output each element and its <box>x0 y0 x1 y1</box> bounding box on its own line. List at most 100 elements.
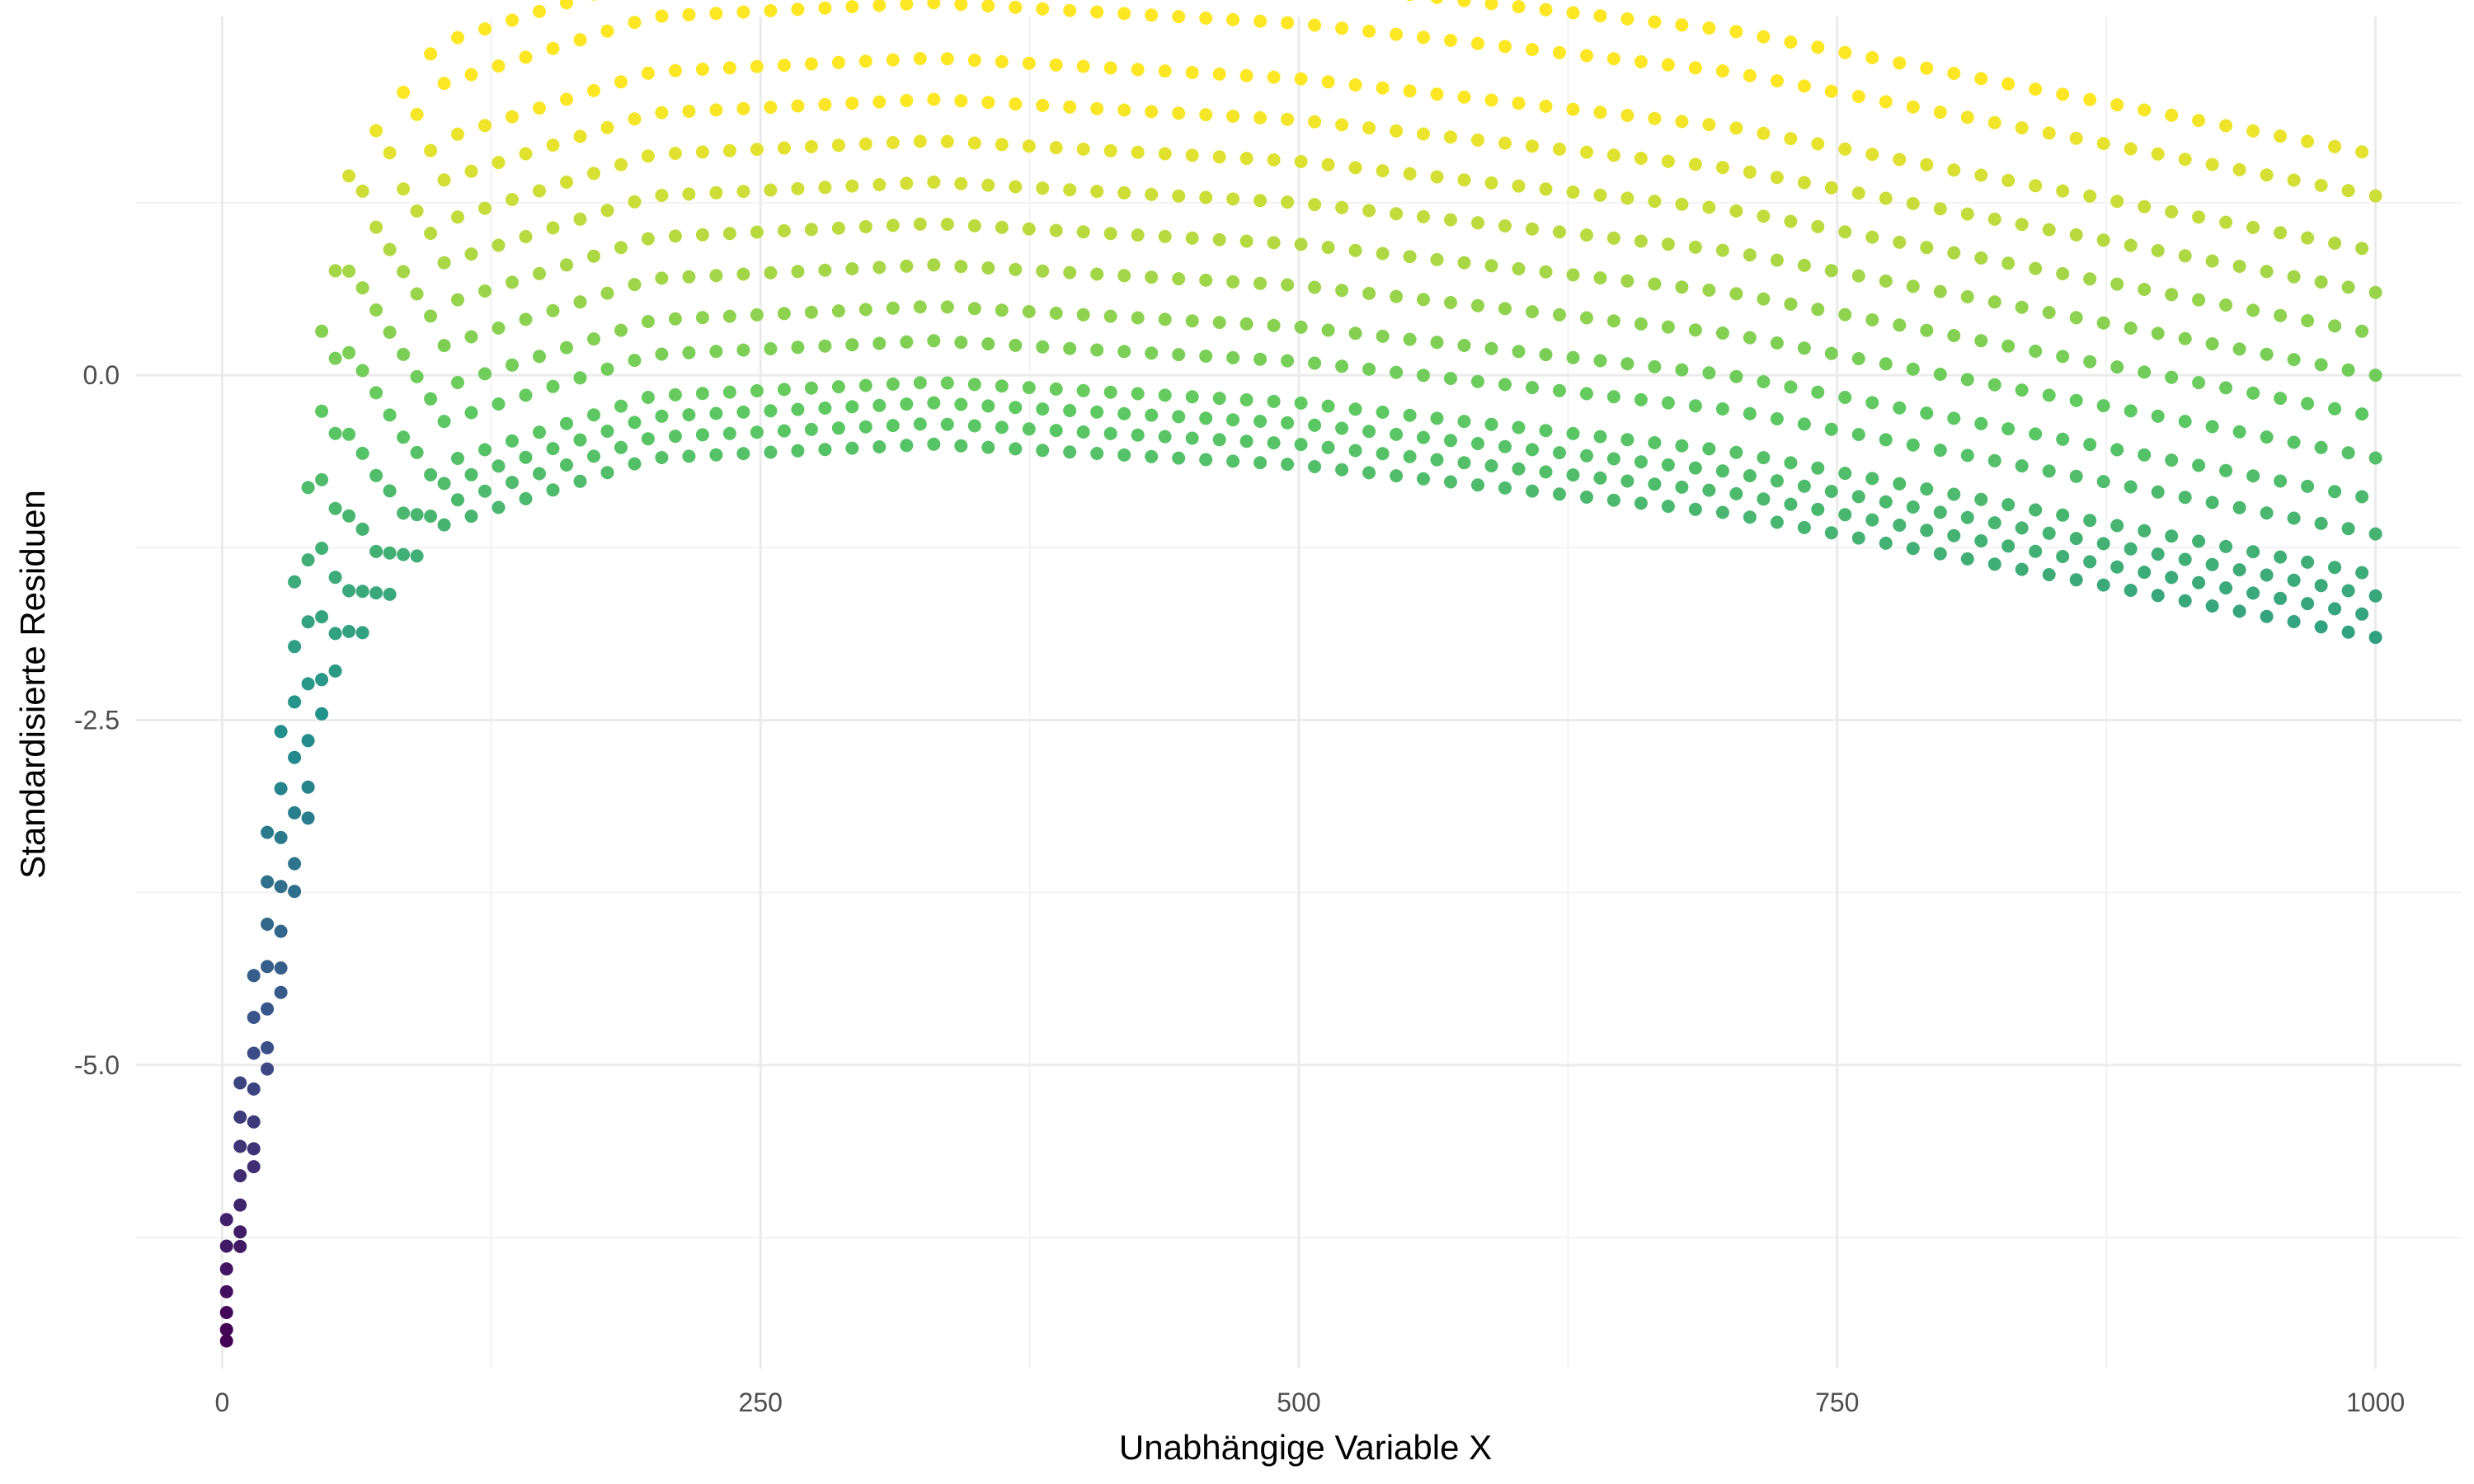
data-point <box>777 223 791 237</box>
data-point <box>1920 241 1934 255</box>
data-point <box>301 481 315 495</box>
data-point <box>1457 415 1471 429</box>
data-point <box>1431 0 1443 4</box>
data-point <box>1362 425 1376 439</box>
data-point <box>845 262 859 275</box>
data-point <box>288 750 302 764</box>
data-point <box>764 445 778 459</box>
data-point <box>1444 296 1457 309</box>
data-point <box>995 138 1009 152</box>
data-point <box>478 201 492 215</box>
data-point <box>1145 346 1159 360</box>
data-point <box>1606 231 1620 245</box>
data-point <box>2355 324 2369 338</box>
data-point <box>1335 21 1349 35</box>
data-point <box>1606 390 1620 404</box>
data-point <box>383 242 397 256</box>
data-point <box>1444 213 1457 227</box>
data-point <box>464 467 478 481</box>
data-point <box>1362 204 1376 218</box>
data-point <box>2015 562 2029 576</box>
data-point <box>2056 550 2070 563</box>
data-point <box>668 430 682 444</box>
data-point <box>506 358 519 372</box>
data-point <box>519 230 533 243</box>
data-point <box>1172 106 1186 120</box>
data-point <box>1974 251 1988 265</box>
data-point <box>1987 378 2001 392</box>
data-point <box>1172 272 1186 286</box>
data-point <box>2192 114 2206 128</box>
data-point <box>1308 356 1322 370</box>
data-point <box>831 380 845 394</box>
x-tick-label: 0 <box>215 1388 230 1417</box>
data-point <box>1715 64 1729 77</box>
data-point <box>1103 227 1117 241</box>
data-point <box>2042 223 2056 237</box>
data-point <box>1376 164 1390 178</box>
data-point <box>1893 519 1907 532</box>
data-point <box>2287 615 2301 628</box>
data-point <box>2368 451 2382 465</box>
data-point <box>764 404 778 418</box>
data-point <box>2246 124 2260 138</box>
data-point <box>2056 184 2070 198</box>
data-point <box>2314 275 2328 289</box>
data-point <box>519 50 533 64</box>
data-point <box>2260 506 2274 520</box>
data-point <box>858 220 872 233</box>
data-point <box>1158 388 1172 402</box>
data-point <box>397 86 411 99</box>
data-point <box>492 321 506 335</box>
data-point <box>695 428 709 442</box>
data-point <box>383 484 397 498</box>
data-point <box>1430 453 1444 467</box>
data-point <box>1009 262 1023 276</box>
data-point <box>1865 513 1879 527</box>
data-point <box>600 204 614 218</box>
data-point <box>1661 396 1675 410</box>
data-point <box>2042 526 2056 540</box>
data-point <box>1294 320 1308 334</box>
data-point <box>2274 550 2288 564</box>
data-point <box>641 66 655 80</box>
data-point <box>590 0 597 1</box>
data-point <box>2096 316 2110 330</box>
data-point <box>668 63 682 77</box>
data-point <box>818 263 832 277</box>
data-point <box>1606 52 1620 66</box>
data-point <box>519 388 533 402</box>
data-point <box>261 918 275 931</box>
data-point <box>1539 99 1553 113</box>
data-point <box>437 173 451 187</box>
data-point <box>1702 442 1716 456</box>
data-point <box>1566 102 1580 116</box>
data-point <box>2083 272 2097 286</box>
data-point <box>2205 337 2219 350</box>
data-point <box>709 103 723 117</box>
data-point <box>315 673 329 687</box>
data-point <box>2301 134 2315 148</box>
data-point <box>1757 292 1771 306</box>
data-point <box>533 184 546 198</box>
data-point <box>2232 342 2246 356</box>
data-point <box>1199 108 1213 122</box>
data-point <box>628 278 642 292</box>
data-point <box>1457 256 1471 270</box>
data-point <box>858 137 872 151</box>
data-point <box>1498 439 1512 453</box>
data-point <box>1281 112 1295 126</box>
data-point <box>872 0 887 12</box>
data-point <box>1906 438 1920 452</box>
data-point <box>791 402 805 416</box>
data-point <box>2341 522 2355 536</box>
data-point <box>219 1262 233 1276</box>
data-point <box>1199 350 1213 363</box>
data-point <box>1811 502 1825 516</box>
data-point <box>1036 2 1050 16</box>
data-point <box>722 309 736 323</box>
data-point <box>628 112 642 126</box>
data-point <box>328 501 342 515</box>
data-point <box>1376 329 1390 343</box>
data-point <box>2274 226 2288 240</box>
